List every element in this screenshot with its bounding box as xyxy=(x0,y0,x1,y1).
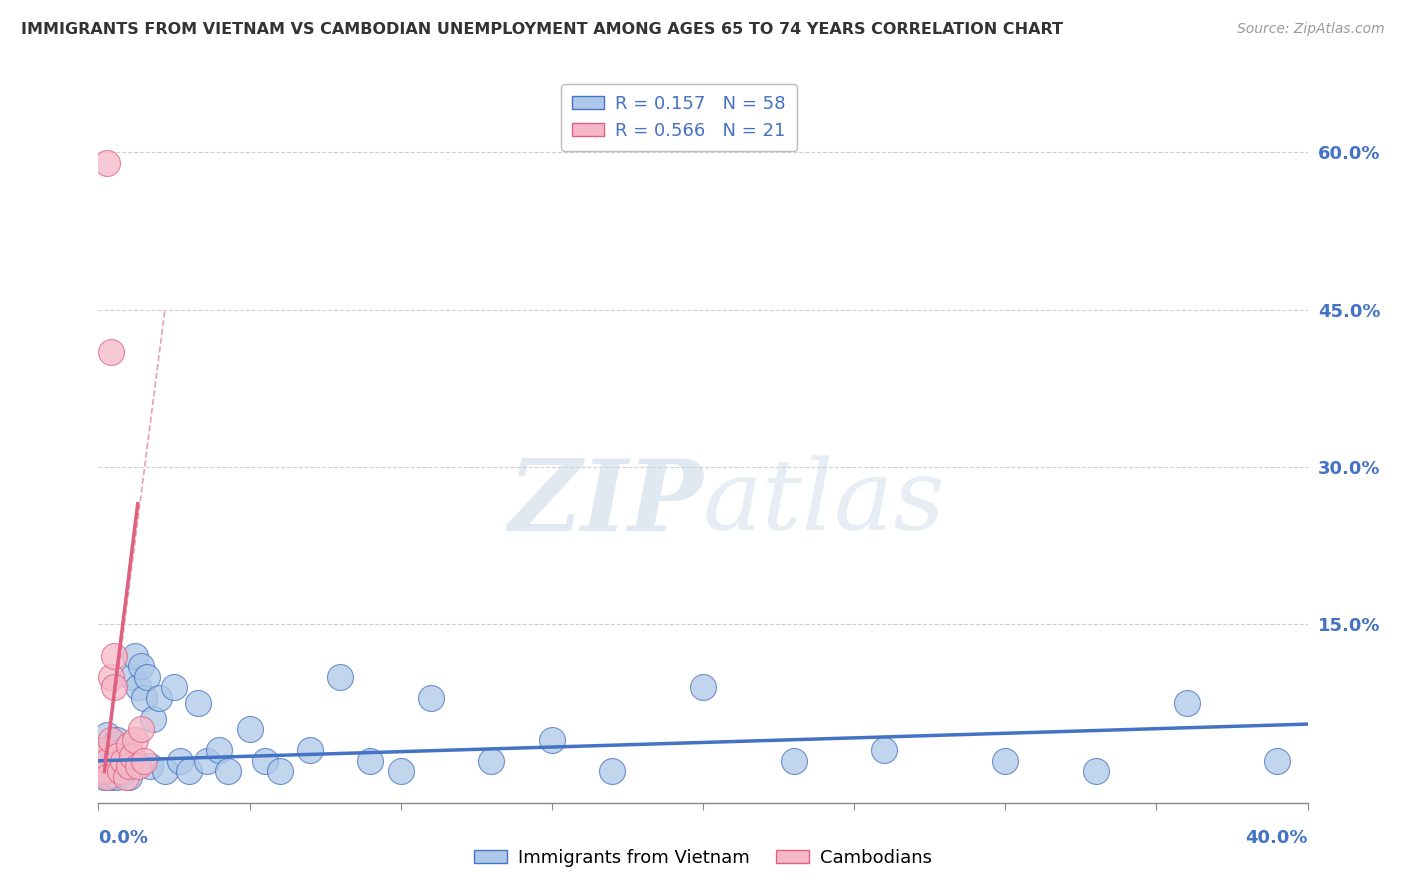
Point xyxy=(195,754,218,768)
Point xyxy=(142,712,165,726)
Point xyxy=(93,754,115,768)
Point xyxy=(127,681,149,695)
Point xyxy=(118,738,141,752)
Point xyxy=(179,764,201,779)
Point xyxy=(389,764,412,779)
Point xyxy=(90,743,112,757)
Legend: Immigrants from Vietnam, Cambodians: Immigrants from Vietnam, Cambodians xyxy=(467,842,939,874)
Point xyxy=(1267,754,1289,768)
Point xyxy=(187,696,209,710)
Point xyxy=(96,728,118,742)
Text: 0.0%: 0.0% xyxy=(98,829,149,847)
Point xyxy=(299,743,322,757)
Point xyxy=(148,690,170,705)
Point xyxy=(129,659,152,673)
Point xyxy=(135,670,157,684)
Point xyxy=(108,754,131,768)
Point xyxy=(96,770,118,784)
Point xyxy=(103,648,125,663)
Point xyxy=(217,764,239,779)
Point xyxy=(100,770,122,784)
Point xyxy=(994,754,1017,768)
Point xyxy=(114,770,136,784)
Text: ZIP: ZIP xyxy=(508,455,703,551)
Point xyxy=(420,690,443,705)
Point xyxy=(873,743,896,757)
Point xyxy=(93,743,115,757)
Point xyxy=(540,732,562,747)
Point xyxy=(100,743,122,757)
Point xyxy=(118,748,141,763)
Point xyxy=(329,670,352,684)
Point xyxy=(108,764,131,779)
Point xyxy=(132,690,155,705)
Point xyxy=(118,759,141,773)
Point xyxy=(100,759,122,773)
Point xyxy=(118,770,141,784)
Point xyxy=(100,344,122,359)
Point xyxy=(163,681,186,695)
Point xyxy=(692,681,714,695)
Point xyxy=(103,754,125,768)
Legend: R = 0.157   N = 58, R = 0.566   N = 21: R = 0.157 N = 58, R = 0.566 N = 21 xyxy=(561,84,797,151)
Point xyxy=(139,759,162,773)
Point xyxy=(121,748,143,763)
Point xyxy=(124,732,146,747)
Point xyxy=(269,764,291,779)
Point xyxy=(481,754,503,768)
Point xyxy=(253,754,276,768)
Text: atlas: atlas xyxy=(703,456,946,550)
Point xyxy=(96,155,118,169)
Point xyxy=(93,764,115,779)
Point xyxy=(124,648,146,663)
Point xyxy=(783,754,806,768)
Point xyxy=(105,748,128,763)
Point xyxy=(100,670,122,684)
Point xyxy=(1175,696,1198,710)
Point xyxy=(105,770,128,784)
Point xyxy=(96,754,118,768)
Point xyxy=(153,764,176,779)
Point xyxy=(169,754,191,768)
Point xyxy=(360,754,382,768)
Point xyxy=(90,764,112,779)
Point xyxy=(96,748,118,763)
Text: IMMIGRANTS FROM VIETNAM VS CAMBODIAN UNEMPLOYMENT AMONG AGES 65 TO 74 YEARS CORR: IMMIGRANTS FROM VIETNAM VS CAMBODIAN UNE… xyxy=(21,22,1063,37)
Point xyxy=(93,770,115,784)
Point xyxy=(90,748,112,763)
Point xyxy=(103,738,125,752)
Point xyxy=(111,754,134,768)
Text: Source: ZipAtlas.com: Source: ZipAtlas.com xyxy=(1237,22,1385,37)
Point xyxy=(103,681,125,695)
Point xyxy=(96,764,118,779)
Point xyxy=(129,723,152,737)
Point xyxy=(1085,764,1108,779)
Text: 40.0%: 40.0% xyxy=(1246,829,1308,847)
Point xyxy=(111,766,134,780)
Point xyxy=(239,723,262,737)
Point xyxy=(208,743,231,757)
Point xyxy=(108,764,131,779)
Point xyxy=(105,748,128,763)
Point xyxy=(100,732,122,747)
Point xyxy=(105,732,128,747)
Point xyxy=(132,754,155,768)
Point xyxy=(111,743,134,757)
Point xyxy=(602,764,624,779)
Point xyxy=(127,759,149,773)
Point xyxy=(121,670,143,684)
Point xyxy=(90,764,112,779)
Point xyxy=(114,759,136,773)
Point xyxy=(103,764,125,779)
